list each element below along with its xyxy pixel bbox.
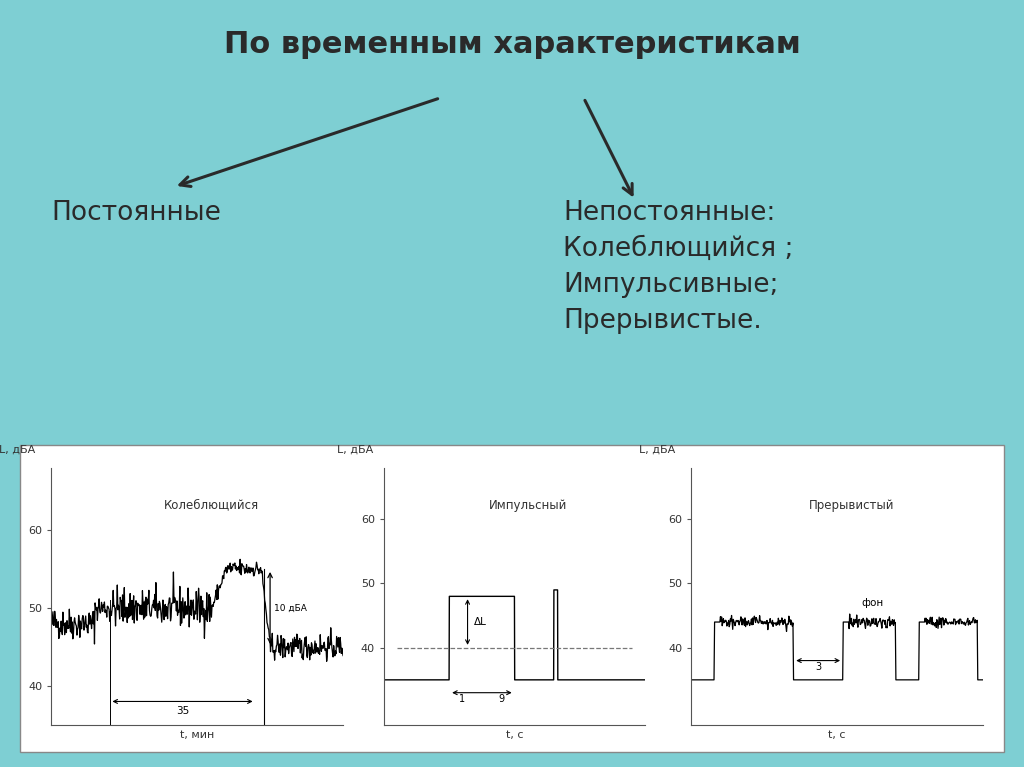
X-axis label: t, с: t, с: [828, 730, 846, 740]
X-axis label: t, мин: t, мин: [180, 730, 214, 740]
Text: L, дБА: L, дБА: [0, 445, 35, 455]
Text: Непостоянные:
Колеблющийся ;
Импульсивные;
Прерывистые.: Непостоянные: Колеблющийся ; Импульсивны…: [563, 200, 794, 334]
Text: L, дБА: L, дБА: [337, 445, 374, 455]
Text: По временным характеристикам: По временным характеристикам: [223, 30, 801, 59]
Text: 3: 3: [815, 662, 821, 672]
Text: фон: фон: [861, 598, 884, 608]
Text: Колеблющийся: Колеблющийся: [164, 499, 259, 512]
Text: Постоянные: Постоянные: [51, 200, 221, 226]
Text: L, дБА: L, дБА: [639, 445, 675, 455]
Text: Прерывистый: Прерывистый: [809, 499, 894, 512]
Text: 35: 35: [176, 706, 189, 716]
Text: 10 дБА: 10 дБА: [274, 604, 307, 613]
Text: 1: 1: [460, 694, 465, 704]
Text: ΔL: ΔL: [474, 617, 487, 627]
Text: Импульсный: Импульсный: [488, 499, 567, 512]
X-axis label: t, с: t, с: [506, 730, 523, 740]
Text: 9: 9: [499, 694, 505, 704]
